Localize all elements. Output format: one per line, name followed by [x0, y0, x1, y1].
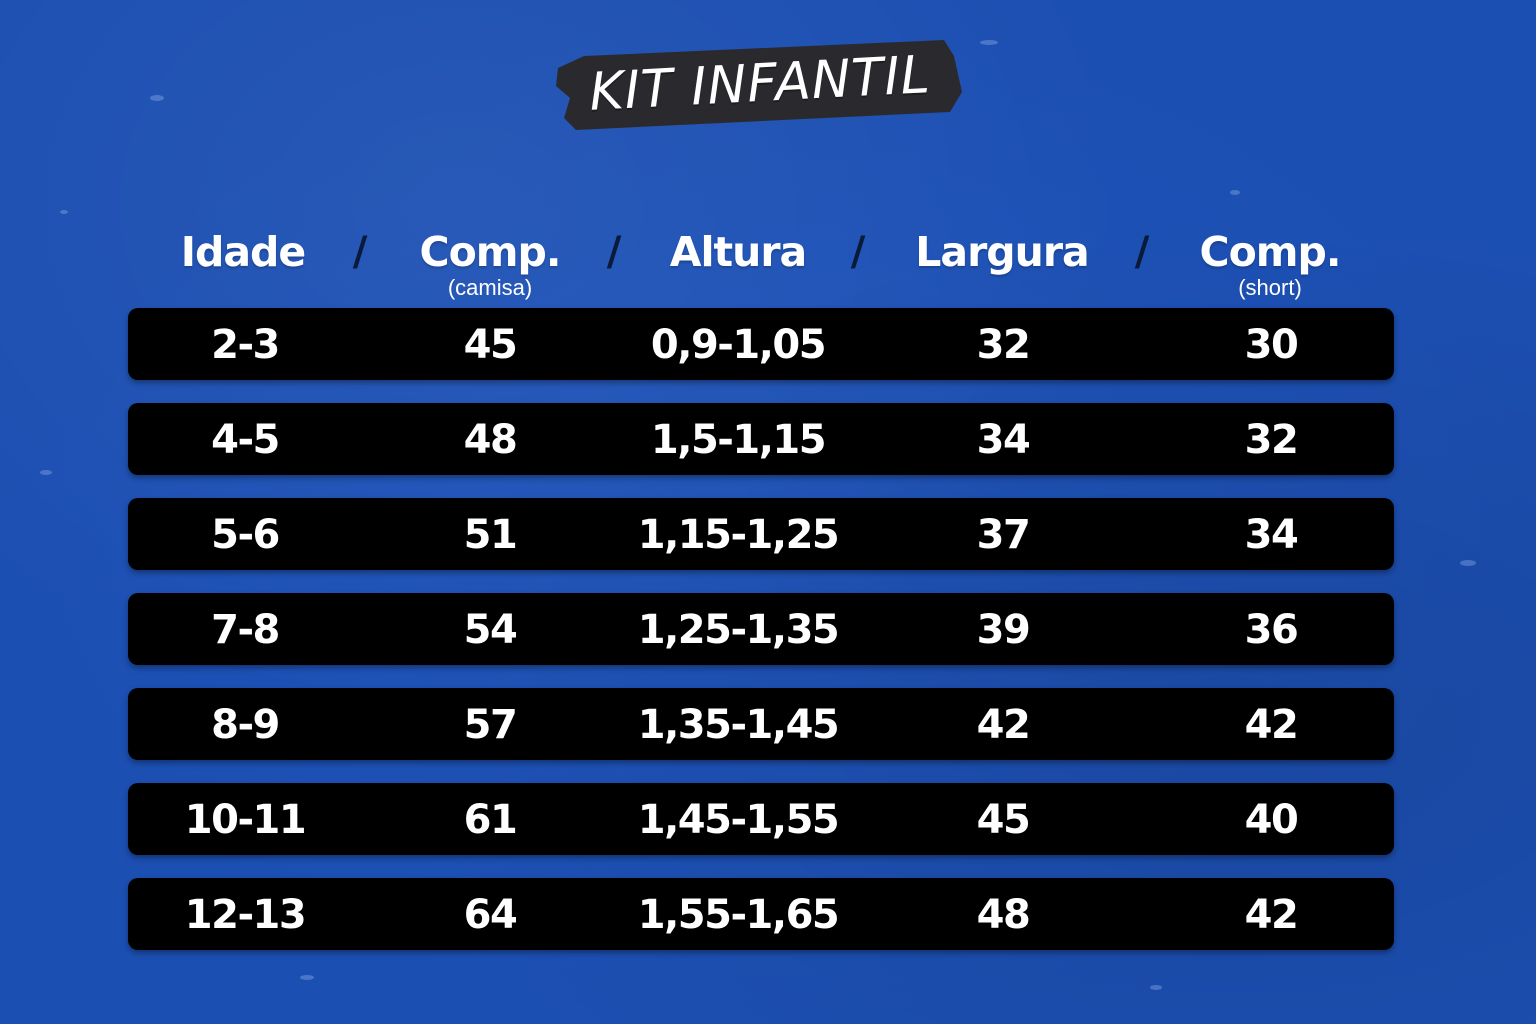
- header-comp-short: Comp. (short): [1199, 222, 1342, 300]
- background-speck: [1230, 190, 1240, 195]
- cell-comp-camisa: 48: [463, 417, 518, 463]
- header-sublabel: (camisa): [447, 275, 533, 300]
- cell-idade: 7-8: [211, 607, 280, 653]
- cell-largura: 32: [976, 322, 1031, 368]
- background-speck: [60, 210, 68, 214]
- table-row: 10-11 61 1,45-1,55 45 40: [128, 783, 1394, 855]
- table-row: 8-9 57 1,35-1,45 42 42: [128, 688, 1394, 760]
- cell-altura: 1,35-1,45: [637, 702, 840, 748]
- cell-comp-camisa: 57: [463, 702, 518, 748]
- banner-shape: [556, 40, 962, 130]
- table-row: 12-13 64 1,55-1,65 48 42: [128, 878, 1394, 950]
- table-header: Idade / Comp. (camisa) / Altura / Largur…: [0, 222, 1536, 312]
- cell-altura: 1,55-1,65: [637, 892, 840, 938]
- cell-comp-camisa: 51: [463, 512, 518, 558]
- cell-largura: 45: [976, 797, 1031, 843]
- cell-idade: 12-13: [184, 892, 307, 938]
- cell-comp-short: 30: [1244, 322, 1299, 368]
- background-speck: [150, 95, 164, 101]
- table-row: 7-8 54 1,25-1,35 39 36: [128, 593, 1394, 665]
- table-row: 5-6 51 1,15-1,25 37 34: [128, 498, 1394, 570]
- cell-comp-short: 40: [1244, 797, 1299, 843]
- header-altura: Altura: [669, 222, 807, 282]
- header-label: Comp.: [1199, 228, 1342, 276]
- cell-largura: 34: [976, 417, 1031, 463]
- cell-idade: 2-3: [211, 322, 280, 368]
- cell-comp-short: 42: [1244, 702, 1299, 748]
- cell-comp-short: 36: [1244, 607, 1299, 653]
- header-largura: Largura: [915, 222, 1089, 282]
- cell-comp-short: 34: [1244, 512, 1299, 558]
- cell-comp-short: 42: [1244, 892, 1299, 938]
- background-speck: [300, 975, 314, 980]
- cell-altura: 0,9-1,05: [650, 322, 827, 368]
- cell-idade: 8-9: [211, 702, 280, 748]
- table-row: 2-3 45 0,9-1,05 32 30: [128, 308, 1394, 380]
- header-separator: /: [1134, 229, 1150, 275]
- header-separator: /: [606, 229, 622, 275]
- cell-largura: 39: [976, 607, 1031, 653]
- header-separator: /: [850, 229, 866, 275]
- cell-comp-short: 32: [1244, 417, 1299, 463]
- cell-altura: 1,15-1,25: [637, 512, 840, 558]
- cell-largura: 37: [976, 512, 1031, 558]
- cell-comp-camisa: 45: [463, 322, 518, 368]
- cell-idade: 10-11: [184, 797, 307, 843]
- header-label: Largura: [915, 228, 1089, 276]
- header-label: Altura: [669, 228, 807, 276]
- header-idade: Idade: [180, 222, 306, 282]
- background-speck: [1460, 560, 1476, 566]
- cell-altura: 1,45-1,55: [637, 797, 840, 843]
- cell-altura: 1,5-1,15: [650, 417, 827, 463]
- cell-comp-camisa: 54: [463, 607, 518, 653]
- background-speck: [40, 470, 52, 475]
- background-speck: [1150, 985, 1162, 990]
- title-banner: KIT INFANTIL: [556, 38, 964, 130]
- header-comp-camisa: Comp. (camisa): [419, 222, 562, 300]
- cell-comp-camisa: 64: [463, 892, 518, 938]
- cell-altura: 1,25-1,35: [637, 607, 840, 653]
- size-table: 2-3 45 0,9-1,05 32 30 4-5 48 1,5-1,15 34…: [128, 308, 1394, 973]
- background-speck: [980, 40, 998, 45]
- cell-largura: 42: [976, 702, 1031, 748]
- cell-comp-camisa: 61: [463, 797, 518, 843]
- cell-idade: 4-5: [211, 417, 280, 463]
- header-label: Idade: [180, 228, 306, 276]
- header-label: Comp.: [419, 228, 562, 276]
- header-sublabel: (short): [1238, 275, 1302, 300]
- header-separator: /: [352, 229, 368, 275]
- table-row: 4-5 48 1,5-1,15 34 32: [128, 403, 1394, 475]
- cell-largura: 48: [976, 892, 1031, 938]
- cell-idade: 5-6: [211, 512, 280, 558]
